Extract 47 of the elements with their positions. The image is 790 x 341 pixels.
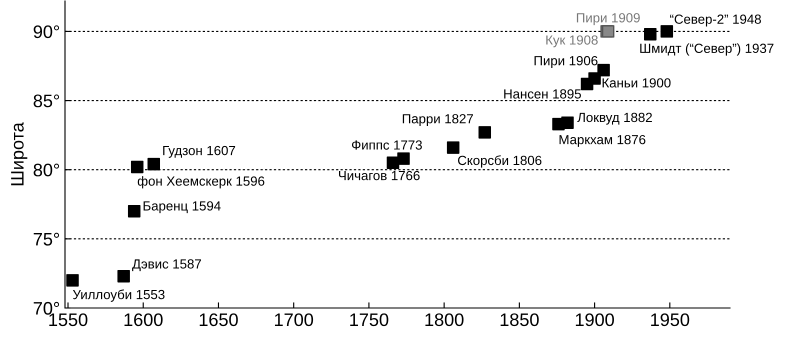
point: [561, 116, 574, 129]
annotation: Баренц 1594: [144, 201, 221, 214]
point: [597, 64, 610, 76]
point: [117, 270, 130, 282]
y-tick-label: 70°: [34, 302, 60, 315]
y-tick-label: 80°: [34, 164, 60, 176]
annotation: Шмидт (“Север”) 1937: [640, 43, 774, 56]
y-axis-title: Широта: [11, 122, 28, 186]
x-tick-label: 1950: [651, 313, 690, 326]
point: [130, 160, 144, 174]
x-tick-label: 1800: [425, 313, 464, 326]
y-tick-label: 90°: [34, 25, 60, 38]
point: [588, 72, 601, 85]
annotation: Дэвис 1587: [132, 259, 202, 272]
annotation: фон Хеемскерк 1596: [138, 176, 264, 188]
point: [66, 274, 79, 287]
x-tick-label: 1550: [49, 313, 88, 326]
y-tick-label: 85°: [34, 94, 60, 108]
point: [386, 156, 400, 170]
annotation: Скорсби 1806: [458, 155, 542, 168]
annotation: Чичагов 1766: [339, 170, 420, 180]
point: [397, 152, 410, 165]
x-tick-label: 1650: [200, 313, 238, 326]
annotation: “Север-2” 1948: [670, 14, 761, 26]
annotation: Гудзон 1607: [163, 146, 236, 158]
point: [446, 141, 460, 154]
point: [478, 126, 492, 139]
point: [660, 25, 674, 38]
annotation: Пири 1906: [534, 56, 598, 68]
point: [128, 204, 140, 218]
x-tick-label: 1750: [350, 313, 388, 326]
annotation: Пири 1909: [576, 13, 640, 26]
annotation: Каньи 1900: [602, 78, 671, 88]
point: [148, 158, 160, 170]
point: [644, 28, 657, 40]
annotation: Парри 1827: [402, 114, 473, 126]
x-tick-label: 1900: [576, 313, 614, 326]
y-tick-label: 75°: [34, 232, 60, 246]
annotation: Локвуд 1882: [577, 112, 652, 125]
x-tick-label: 1700: [274, 313, 314, 326]
annotation: Фиппс 1773: [352, 140, 422, 150]
annotation: Кук 1908: [546, 35, 598, 48]
annotation: Маркхам 1876: [560, 134, 646, 147]
annotation: Нансен 1895: [504, 89, 581, 99]
x-tick-label: 1850: [500, 313, 539, 326]
x-tick-label: 1600: [124, 313, 163, 326]
annotation: Уиллоуби 1553: [72, 289, 165, 302]
